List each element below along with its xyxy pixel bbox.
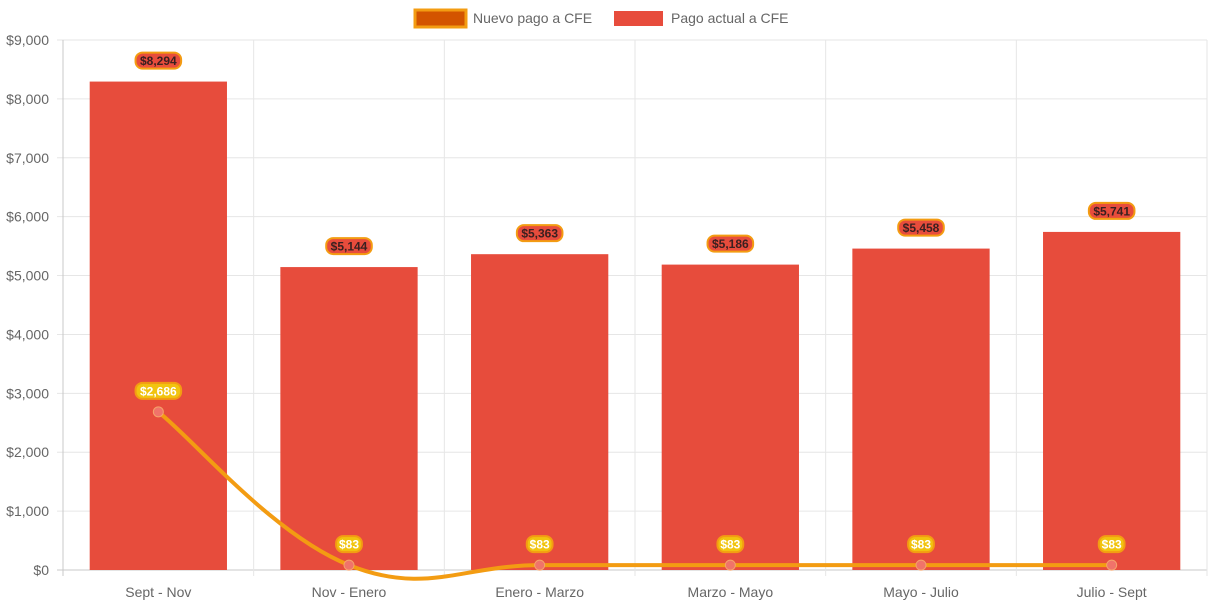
bar-series	[89, 81, 1181, 570]
x-tick-label: Mayo - Julio	[883, 584, 959, 600]
line-series	[152, 406, 1118, 581]
axes: $0 $1,000 $2,000 $3,000 $4,000 $5,000 $6,000 $7…	[6, 32, 1147, 600]
y-tick-label: $7,000	[6, 150, 49, 166]
line-point	[534, 559, 546, 571]
line-value-label-bg	[907, 535, 935, 554]
legend-swatch-nuevo-pago	[413, 8, 468, 29]
bar-value-label-bg	[897, 218, 945, 237]
y-tick-label: $6,000	[6, 209, 49, 225]
legend-label-pago-actual: Pago actual a CFE	[671, 10, 789, 26]
bar-value-label: $5,741	[1093, 204, 1130, 218]
legend-item-pago-actual[interactable]: Pago actual a CFE	[614, 10, 789, 26]
legend: Nuevo pago a CFE Pago actual a CFE	[413, 8, 789, 29]
bar-value-label-bg	[515, 224, 564, 243]
x-tick-label: Enero - Marzo	[495, 584, 584, 600]
bar-value-label-bg	[325, 237, 373, 256]
y-tick-label: $8,000	[6, 91, 49, 107]
line-value-label: $83	[530, 538, 550, 552]
line-point	[1106, 559, 1118, 571]
line-value-label: $83	[1102, 538, 1122, 552]
legend-item-nuevo-pago[interactable]: Nuevo pago a CFE	[413, 8, 592, 29]
line-value-label-bg	[335, 535, 363, 554]
bar-value-label: $5,458	[903, 221, 940, 235]
x-tick-label: Julio - Sept	[1077, 584, 1147, 600]
line-value-label: $2,686	[140, 384, 177, 398]
legend-label-nuevo-pago: Nuevo pago a CFE	[473, 10, 592, 26]
line-point	[724, 559, 736, 571]
line-value-label-bg	[716, 535, 745, 554]
line-value-label-bg	[525, 535, 554, 554]
x-tick-label: Nov - Enero	[312, 584, 387, 600]
bar-value-label: $5,186	[712, 237, 749, 251]
data-labels: $8,294 $5,144 $5,363 $5,186 $5,458 $5,741 $2,6…	[134, 51, 1136, 554]
x-tick-label: Sept - Nov	[125, 584, 191, 600]
y-tick-label: $1,000	[6, 503, 49, 519]
line-value-label: $83	[911, 538, 931, 552]
bar	[471, 254, 609, 570]
bar-value-label: $8,294	[140, 54, 177, 68]
bar	[280, 267, 418, 570]
y-tick-label: $4,000	[6, 326, 49, 342]
bar	[852, 248, 990, 570]
legend-swatch-pago-actual	[614, 11, 663, 26]
y-tick-label: $2,000	[6, 444, 49, 460]
line-value-label: $83	[339, 538, 359, 552]
bar-value-label-bg	[706, 234, 755, 253]
bar-value-label: $5,363	[521, 227, 558, 241]
series-line	[157, 410, 1112, 581]
bar-value-label-bg	[1087, 201, 1136, 220]
line-value-label: $83	[720, 538, 740, 552]
y-tick-label: $3,000	[6, 385, 49, 401]
line-point	[915, 559, 927, 571]
grid	[57, 39, 1208, 576]
bar-value-label: $5,144	[331, 240, 368, 254]
y-tick-label: $9,000	[6, 32, 49, 48]
bar	[661, 264, 799, 570]
bar	[1043, 231, 1181, 570]
y-tick-label: $0	[33, 562, 49, 578]
bar	[89, 81, 227, 570]
bar-value-label-bg	[134, 51, 183, 70]
line-point	[152, 406, 164, 418]
line-point	[343, 559, 355, 571]
line-value-label-bg	[1097, 535, 1126, 554]
x-tick-label: Marzo - Mayo	[688, 584, 774, 600]
y-tick-label: $5,000	[6, 268, 49, 284]
line-value-label-bg	[134, 381, 183, 400]
